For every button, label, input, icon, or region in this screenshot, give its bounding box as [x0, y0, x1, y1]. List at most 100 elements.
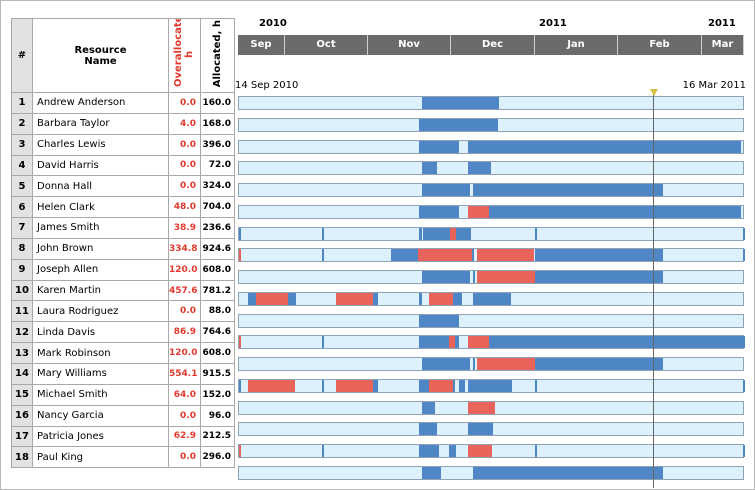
table-row[interactable]: 6 Helen Clark 48.0 704.0: [11, 196, 235, 219]
table-row[interactable]: 2 Barbara Taylor 4.0 168.0: [11, 112, 235, 135]
resource-name[interactable]: Mary Williams: [32, 362, 169, 385]
allocated-segment[interactable]: [422, 162, 437, 175]
allocation-tick[interactable]: [239, 249, 241, 262]
resource-timeline-bar[interactable]: [238, 226, 745, 241]
allocated-segment[interactable]: [419, 423, 437, 436]
resource-timeline-bar[interactable]: [238, 248, 745, 263]
resource-timeline-bar[interactable]: [238, 313, 744, 328]
allocated-segment[interactable]: [489, 205, 741, 218]
overallocated-segment[interactable]: [256, 292, 288, 305]
overallocated-segment[interactable]: [477, 249, 534, 262]
allocated-segment[interactable]: [419, 445, 439, 457]
allocation-tick[interactable]: [473, 271, 475, 283]
resource-name[interactable]: James Smith: [32, 217, 169, 239]
table-row[interactable]: 11 Laura Rodriguez 0.0 88.0: [11, 300, 235, 323]
allocated-segment[interactable]: [456, 227, 471, 240]
allocated-segment[interactable]: [473, 292, 511, 305]
resource-name[interactable]: Michael Smith: [32, 383, 169, 406]
allocated-segment[interactable]: [468, 423, 493, 436]
allocation-tick[interactable]: [419, 118, 422, 131]
allocated-segment[interactable]: [391, 249, 418, 262]
table-row[interactable]: 14 Mary Williams 554.1 915.5: [11, 362, 235, 385]
allocation-tick[interactable]: [453, 379, 455, 392]
allocated-segment[interactable]: [535, 271, 663, 283]
allocated-segment[interactable]: [419, 205, 459, 218]
allocation-tick[interactable]: [322, 227, 324, 240]
resource-timeline-bar[interactable]: [238, 444, 745, 458]
table-row[interactable]: 3 Charles Lewis 0.0 396.0: [11, 133, 235, 156]
allocation-tick[interactable]: [239, 379, 241, 392]
resource-timeline-bar[interactable]: [238, 465, 744, 480]
resource-timeline-bar[interactable]: [238, 183, 744, 197]
resource-timeline-bar[interactable]: [238, 335, 745, 350]
table-row[interactable]: 13 Mark Robinson 120.0 608.0: [11, 342, 235, 364]
allocated-segment[interactable]: [248, 292, 256, 305]
resource-timeline-bar[interactable]: [238, 357, 744, 371]
resource-timeline-bar[interactable]: [238, 204, 744, 219]
resource-name[interactable]: Andrew Anderson: [32, 92, 169, 114]
allocation-tick[interactable]: [535, 227, 537, 240]
resource-name[interactable]: Helen Clark: [32, 196, 169, 219]
allocated-segment[interactable]: [422, 97, 499, 109]
allocation-tick[interactable]: [535, 445, 537, 457]
allocated-segment[interactable]: [459, 379, 465, 392]
column-header-number[interactable]: #: [11, 18, 33, 93]
resource-name[interactable]: Patricia Jones: [32, 425, 169, 448]
table-row[interactable]: 5 Donna Hall 0.0 324.0: [11, 175, 235, 198]
overallocated-segment[interactable]: [449, 336, 455, 349]
overallocated-segment[interactable]: [429, 379, 453, 392]
table-row[interactable]: 15 Michael Smith 64.0 152.0: [11, 383, 235, 406]
allocation-tick[interactable]: [239, 445, 241, 457]
overallocated-segment[interactable]: [477, 271, 535, 283]
allocated-segment[interactable]: [489, 336, 535, 349]
column-header-overallocated[interactable]: Overallocated, h: [168, 18, 201, 93]
today-marker-icon[interactable]: [650, 89, 658, 96]
allocation-tick[interactable]: [743, 227, 745, 240]
table-row[interactable]: 4 David Harris 0.0 72.0: [11, 154, 235, 177]
allocation-tick[interactable]: [322, 379, 324, 392]
allocated-segment[interactable]: [422, 401, 435, 414]
resource-timeline-bar[interactable]: [238, 161, 744, 176]
allocated-segment[interactable]: [422, 358, 470, 370]
table-row[interactable]: 17 Patricia Jones 62.9 212.5: [11, 425, 235, 448]
resource-name[interactable]: Nancy Garcia: [32, 404, 169, 427]
allocation-tick[interactable]: [743, 445, 745, 457]
allocated-segment[interactable]: [468, 140, 741, 153]
resource-name[interactable]: Karen Martin: [32, 279, 169, 302]
resource-name[interactable]: Charles Lewis: [32, 133, 169, 156]
overallocated-segment[interactable]: [468, 336, 489, 349]
resource-name[interactable]: Paul King: [32, 446, 169, 469]
overallocated-segment[interactable]: [248, 379, 295, 392]
allocated-segment[interactable]: [419, 140, 459, 153]
table-row[interactable]: 18 Paul King 0.0 296.0: [11, 446, 235, 469]
allocation-tick[interactable]: [322, 445, 324, 457]
allocated-segment[interactable]: [535, 358, 663, 370]
table-row[interactable]: 10 Karen Martin 457.6 781.2: [11, 279, 235, 302]
allocated-segment[interactable]: [422, 466, 441, 479]
table-row[interactable]: 7 James Smith 38.9 236.6: [11, 217, 235, 239]
allocation-tick[interactable]: [322, 249, 324, 262]
allocation-tick[interactable]: [472, 249, 474, 262]
resource-name[interactable]: Donna Hall: [32, 175, 169, 198]
overallocated-segment[interactable]: [450, 227, 456, 240]
allocation-tick[interactable]: [239, 227, 241, 240]
allocation-tick[interactable]: [743, 379, 745, 392]
allocated-segment[interactable]: [422, 379, 429, 392]
column-header-allocated[interactable]: Allocated, h: [200, 18, 235, 93]
column-header-name[interactable]: Resource Name: [32, 18, 169, 93]
resource-name[interactable]: Mark Robinson: [32, 342, 169, 364]
allocation-tick[interactable]: [473, 358, 475, 370]
allocation-tick[interactable]: [419, 227, 422, 240]
allocated-segment[interactable]: [288, 292, 296, 305]
resource-timeline-bar[interactable]: [238, 270, 744, 284]
overallocated-segment[interactable]: [418, 249, 472, 262]
allocated-segment[interactable]: [449, 445, 456, 457]
table-row[interactable]: 16 Nancy Garcia 0.0 96.0: [11, 404, 235, 427]
overallocated-segment[interactable]: [336, 292, 373, 305]
resource-name[interactable]: David Harris: [32, 154, 169, 177]
allocation-tick[interactable]: [419, 292, 422, 305]
allocated-segment[interactable]: [535, 336, 745, 349]
allocated-segment[interactable]: [455, 336, 459, 349]
allocated-segment[interactable]: [423, 227, 450, 240]
resource-timeline-bar[interactable]: [238, 378, 745, 393]
